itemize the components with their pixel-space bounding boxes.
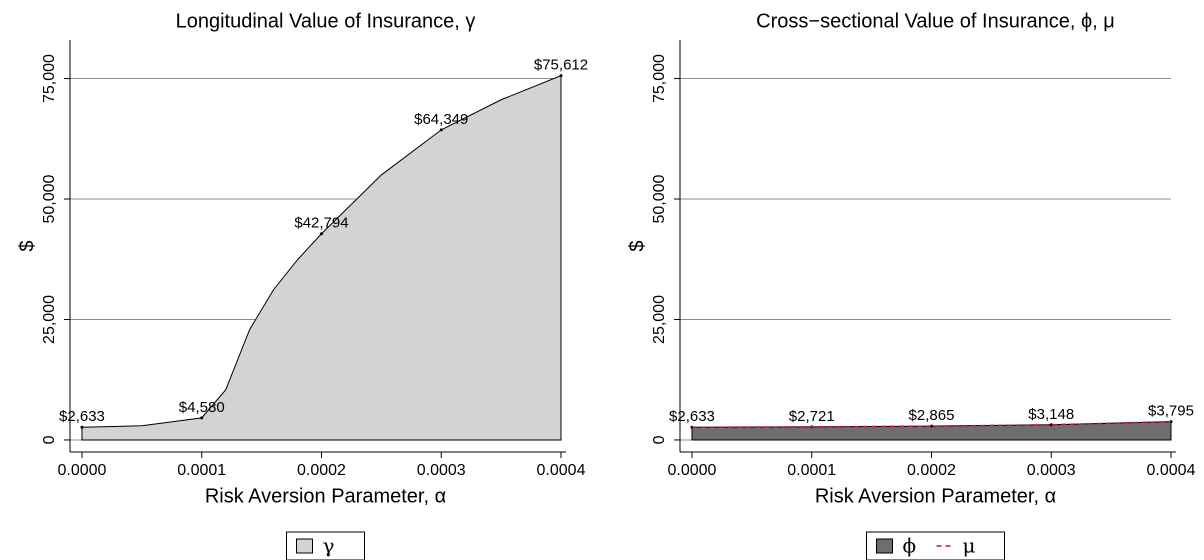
chart-title: Longitudinal Value of Insurance, γ [176, 10, 476, 32]
x-tick-label: 0.0002 [297, 462, 346, 479]
y-tick-label: 50,000 [41, 174, 58, 223]
legend-swatch [296, 538, 313, 554]
x-tick-label: 0.0002 [907, 462, 956, 479]
legend-label: ϕ [903, 534, 917, 558]
value-label: $2,865 [909, 407, 955, 424]
x-tick-label: 0.0004 [537, 462, 586, 479]
y-axis-label: $ [626, 240, 648, 251]
x-tick-label: 0.0004 [1147, 462, 1196, 479]
x-axis-label: Risk Aversion Parameter, α [205, 485, 446, 507]
x-tick-label: 0.0000 [58, 462, 107, 479]
y-tick-label: 25,000 [41, 295, 58, 344]
point-marker [80, 425, 84, 429]
value-label: $42,794 [294, 215, 348, 232]
value-label: $2,633 [669, 408, 715, 425]
line [691, 420, 1172, 429]
point-marker [559, 74, 563, 78]
point-marker [439, 128, 443, 132]
chart-panel: Longitudinal Value of Insurance, γ 0 25,00… [16, 10, 588, 560]
x-tick-label: 0.0003 [417, 462, 466, 479]
value-label: $2,633 [59, 408, 105, 425]
y-axis-label: $ [16, 240, 38, 251]
value-label: $3,795 [1148, 403, 1194, 420]
y-tick-label: 25,000 [651, 295, 668, 344]
legend-swatch [876, 538, 893, 554]
chart-title: Cross−sectional Value of Insurance, ϕ, μ [756, 10, 1115, 32]
x-tick-label: 0.0003 [1027, 462, 1076, 479]
y-tick-label: 75,000 [41, 54, 58, 103]
x-axis-label: Risk Aversion Parameter, α [815, 485, 1056, 507]
value-label: $4,580 [179, 399, 225, 416]
x-tick-label: 0.0001 [177, 462, 226, 479]
y-tick-label: 0 [41, 435, 58, 444]
value-label: $2,721 [789, 408, 835, 425]
value-label: $75,612 [534, 57, 588, 74]
point-marker [200, 416, 204, 420]
value-label: $3,148 [1028, 406, 1074, 423]
chart-panel: Cross−sectional Value of Insurance, ϕ, μ… [626, 10, 1196, 560]
x-tick-label: 0.0001 [787, 462, 836, 479]
y-tick-label: 0 [651, 435, 668, 444]
legend-label: γ [323, 534, 335, 558]
y-tick-label: 75,000 [651, 54, 668, 103]
value-label: $64,349 [414, 111, 468, 128]
legend-label: μ [963, 534, 976, 558]
area [691, 421, 1172, 441]
point-marker [319, 232, 323, 236]
x-tick-label: 0.0000 [668, 462, 717, 479]
area [81, 74, 562, 441]
y-tick-label: 50,000 [651, 174, 668, 223]
